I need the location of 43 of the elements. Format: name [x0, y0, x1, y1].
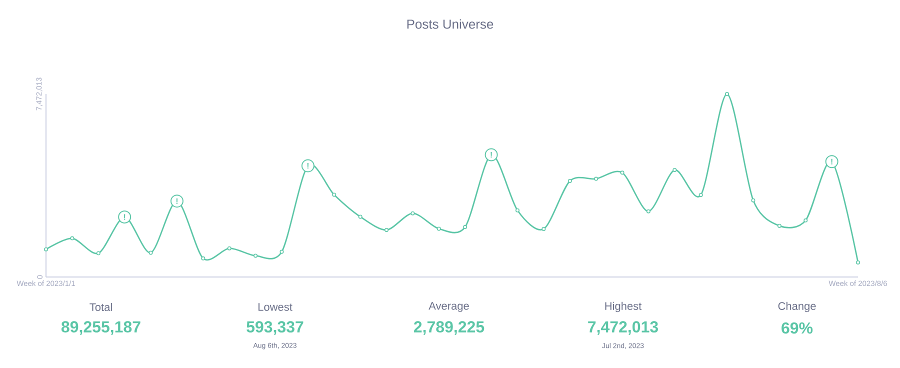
text: 69%	[782, 322, 813, 334]
point	[96, 251, 100, 256]
point	[725, 92, 730, 96]
point	[515, 208, 520, 212]
point	[594, 176, 598, 181]
point	[436, 226, 441, 231]
point	[358, 214, 362, 219]
point	[227, 246, 232, 250]
point	[620, 170, 624, 175]
text: Highest	[605, 302, 642, 312]
annotation: !	[831, 158, 832, 164]
point	[568, 178, 572, 183]
annotation: !	[307, 163, 309, 169]
chart-title: Posts Universe	[407, 19, 494, 29]
point	[280, 250, 284, 254]
point	[646, 209, 650, 214]
annotation: !	[490, 152, 492, 158]
point	[201, 256, 206, 260]
point	[698, 192, 703, 197]
annotation: !	[124, 214, 126, 220]
point	[410, 211, 415, 216]
text: Lowest	[258, 303, 292, 311]
point	[70, 236, 74, 240]
point	[542, 226, 546, 231]
point	[856, 260, 860, 264]
point	[332, 192, 336, 197]
text: 7,472,013	[588, 321, 658, 335]
text: Average	[428, 302, 469, 312]
annotation: !	[176, 198, 178, 204]
point	[751, 198, 756, 202]
point	[777, 224, 782, 228]
text: Total	[90, 302, 112, 312]
point	[44, 247, 48, 252]
point	[804, 218, 808, 222]
point	[672, 168, 677, 172]
text: 89,255,187	[61, 321, 140, 335]
point	[254, 254, 258, 258]
point	[463, 225, 468, 230]
point	[148, 250, 153, 255]
point	[384, 228, 389, 232]
text: 2,789,225	[414, 321, 484, 335]
text: Change	[778, 302, 816, 312]
text: 593,337	[246, 321, 304, 335]
